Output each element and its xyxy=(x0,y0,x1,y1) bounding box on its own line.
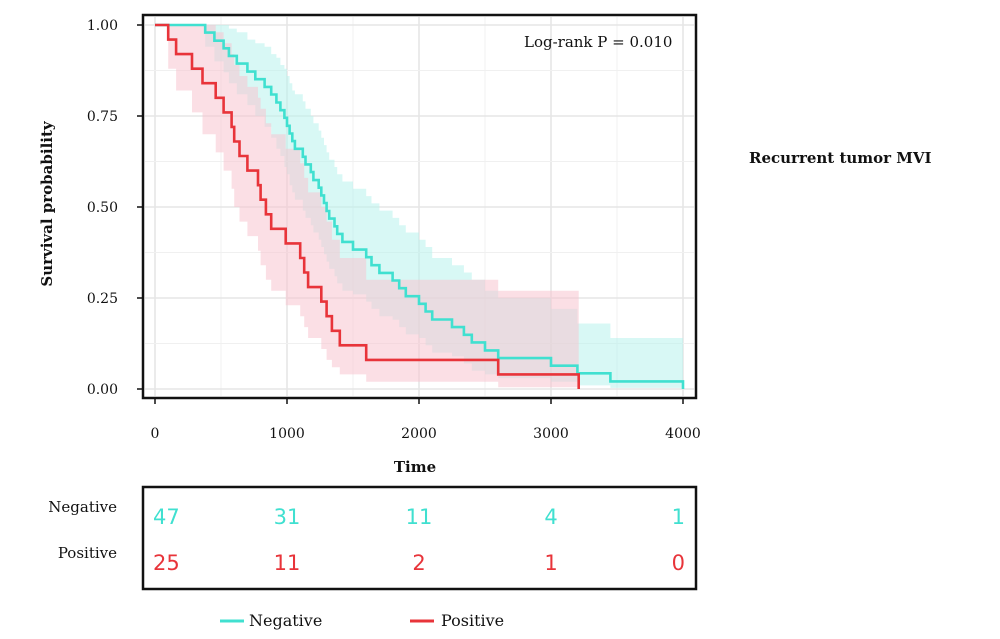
survival-curves xyxy=(155,23,685,389)
y-tick-label: 0.50 xyxy=(87,200,118,216)
risk-count-negative: 4 xyxy=(544,505,557,529)
x-tick-label: 4000 xyxy=(665,426,701,442)
risk-table: Negative 47 31 11 4 1 Positive 25 11 2 1 0 xyxy=(48,498,685,575)
side-title: Recurrent tumor MVI xyxy=(749,149,932,167)
risk-count-positive: 2 xyxy=(412,551,425,575)
risk-count-positive: 11 xyxy=(274,551,301,575)
y-tick-label: 0.00 xyxy=(87,382,118,398)
x-axis: 0 1000 2000 3000 4000 xyxy=(151,398,701,442)
x-tick-label: 1000 xyxy=(269,426,305,442)
risk-count-positive: 25 xyxy=(153,551,180,575)
risk-row-label: Positive xyxy=(58,544,117,562)
risk-count-negative: 47 xyxy=(153,505,180,529)
risk-count-negative: 1 xyxy=(672,505,685,529)
risk-table-frame xyxy=(141,485,698,591)
x-tick-label: 0 xyxy=(151,426,160,442)
confidence-bands xyxy=(155,25,683,389)
x-tick-label: 3000 xyxy=(533,426,569,442)
risk-count-positive: 1 xyxy=(544,551,557,575)
y-axis: 0.00 0.25 0.50 0.75 1.00 xyxy=(87,18,143,398)
y-axis-title: Survival probability xyxy=(38,120,56,287)
x-tick-label: 2000 xyxy=(401,426,437,442)
y-tick-label: 0.25 xyxy=(87,291,118,307)
risk-row-label: Negative xyxy=(48,498,117,516)
risk-count-positive: 0 xyxy=(672,551,685,575)
x-axis-title: Time xyxy=(394,458,436,476)
legend-label-positive: Positive xyxy=(441,611,504,630)
risk-count-negative: 11 xyxy=(406,505,433,529)
legend: Negative Positive xyxy=(220,611,504,630)
survival-curve-negative xyxy=(155,23,685,389)
survival-curve-positive xyxy=(155,23,580,389)
legend-label-negative: Negative xyxy=(249,611,322,630)
y-tick-label: 0.75 xyxy=(87,109,118,125)
y-tick-label: 1.00 xyxy=(87,18,118,34)
log-rank-annotation: Log-rank P = 0.010 xyxy=(524,33,672,51)
risk-count-negative: 31 xyxy=(274,505,301,529)
ci-band-positive xyxy=(155,25,579,389)
